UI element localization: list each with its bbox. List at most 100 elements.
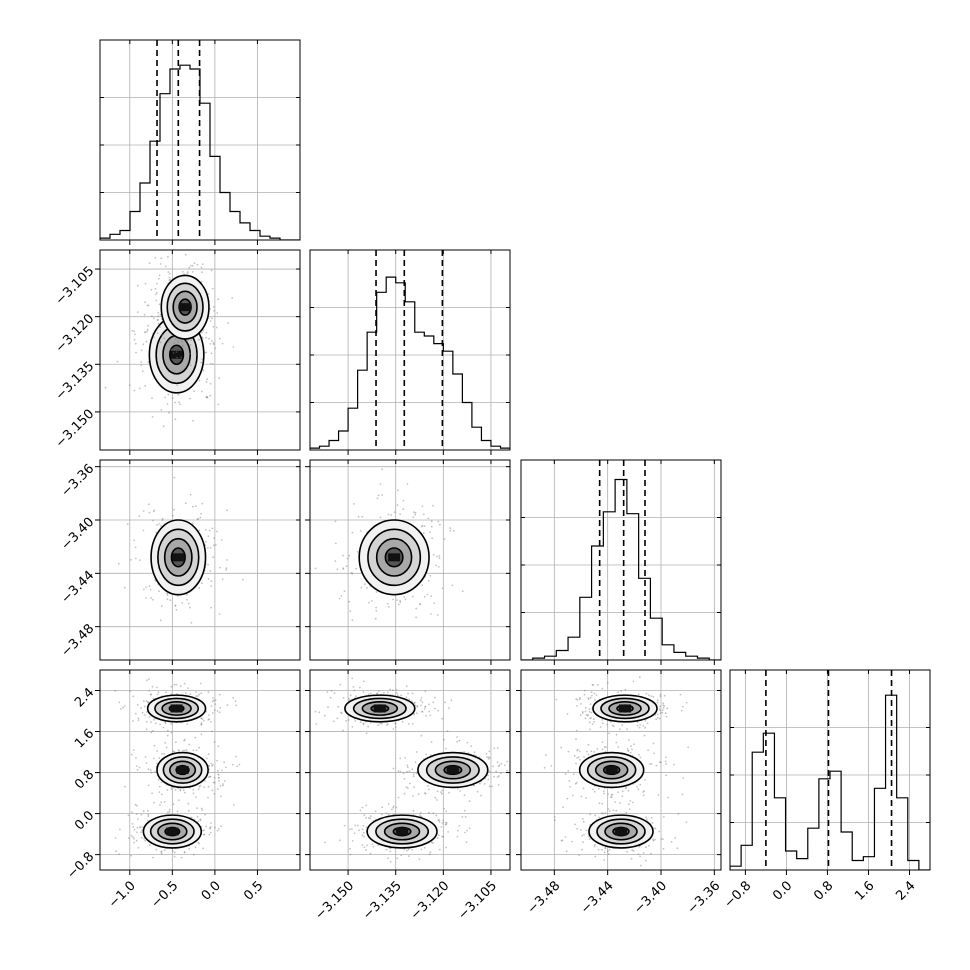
sample-point [561,839,564,842]
sample-point [396,857,399,860]
sample-point [183,851,186,854]
sample-point [324,841,326,844]
sample-point [146,328,149,331]
sample-point [598,787,600,790]
sample-point [146,330,149,332]
sample-point [576,827,579,830]
sample-point [137,818,139,820]
y-tick-label: −3.40 [59,515,98,554]
sample-point [157,691,160,693]
sample-point [443,738,445,741]
sample-point [583,756,585,758]
sample-point [585,797,587,799]
sample-point [576,748,579,751]
panel-2-1 [305,459,511,665]
sample-point [447,831,449,833]
sample-point [451,584,454,587]
sample-point [417,793,420,796]
sample-point [148,262,151,264]
sample-point [413,702,416,704]
sample-point [571,840,573,843]
sample-point [601,848,603,851]
sample-point [143,588,145,591]
sample-point [214,703,217,705]
sample-point [579,696,581,699]
sample-point [200,723,203,726]
sample-point [397,603,400,606]
sample-point [351,531,354,534]
sample-point [338,839,341,842]
sample-point [208,337,210,340]
sample-point [659,761,661,764]
sample-point [651,821,654,824]
sample-point [606,681,609,684]
sample-point [160,852,163,855]
sample-point [632,680,635,683]
sample-point [395,692,398,694]
sample-point [437,834,440,837]
sample-point [372,845,375,848]
sample-point [369,817,372,820]
panel-frame [99,459,301,661]
sample-point [163,849,166,851]
sample-point [329,696,332,699]
sample-point [445,747,447,750]
panel-1-1 [309,249,511,455]
x-tick-label: −3.120 [408,878,453,923]
sample-point [656,713,659,716]
sample-point [579,714,582,716]
panel-frame [309,669,511,871]
sample-point [223,761,226,764]
sample-point [420,697,423,699]
sample-point [607,852,610,855]
sample-point [456,740,459,743]
sample-point [500,762,503,765]
sample-point [566,713,569,715]
sample-point [456,736,459,738]
sample-point [408,855,410,857]
sample-point [432,553,435,556]
sample-point [575,762,577,765]
sample-point [638,676,641,679]
sample-point [172,514,174,517]
density-3-1 [314,677,513,863]
sample-point [511,736,513,738]
sample-point [414,701,416,704]
sample-point [685,701,688,704]
sample-point [403,792,406,795]
sample-point [133,837,135,840]
sample-point [235,755,238,758]
sample-point [411,768,414,771]
sample-point [560,746,563,749]
sample-point [591,683,594,686]
sample-point [610,796,612,798]
sample-point [202,829,204,832]
contour-line [578,751,645,789]
contour-line [163,537,193,577]
sample-point [449,529,452,532]
sample-point [207,293,210,295]
sample-point [367,725,369,728]
sample-point [209,547,212,549]
sample-point [173,476,176,479]
sample-point [337,705,340,708]
sample-point [414,761,417,764]
sample-point [646,818,648,821]
sample-point [415,607,418,610]
sample-point [639,783,642,786]
sample-point [394,722,397,725]
y-tick-label: 1.6 [72,726,97,751]
sample-point [497,784,500,786]
sample-point [399,601,402,603]
sample-point [644,859,647,862]
contour-line [150,519,207,596]
sample-point [152,598,154,601]
sample-point [208,718,211,721]
sample-point [437,709,439,712]
sample-point [355,695,357,698]
sample-point [175,741,177,744]
sample-point [146,819,149,822]
y-tick-label: −0.8 [64,849,97,882]
sample-point [579,758,581,761]
